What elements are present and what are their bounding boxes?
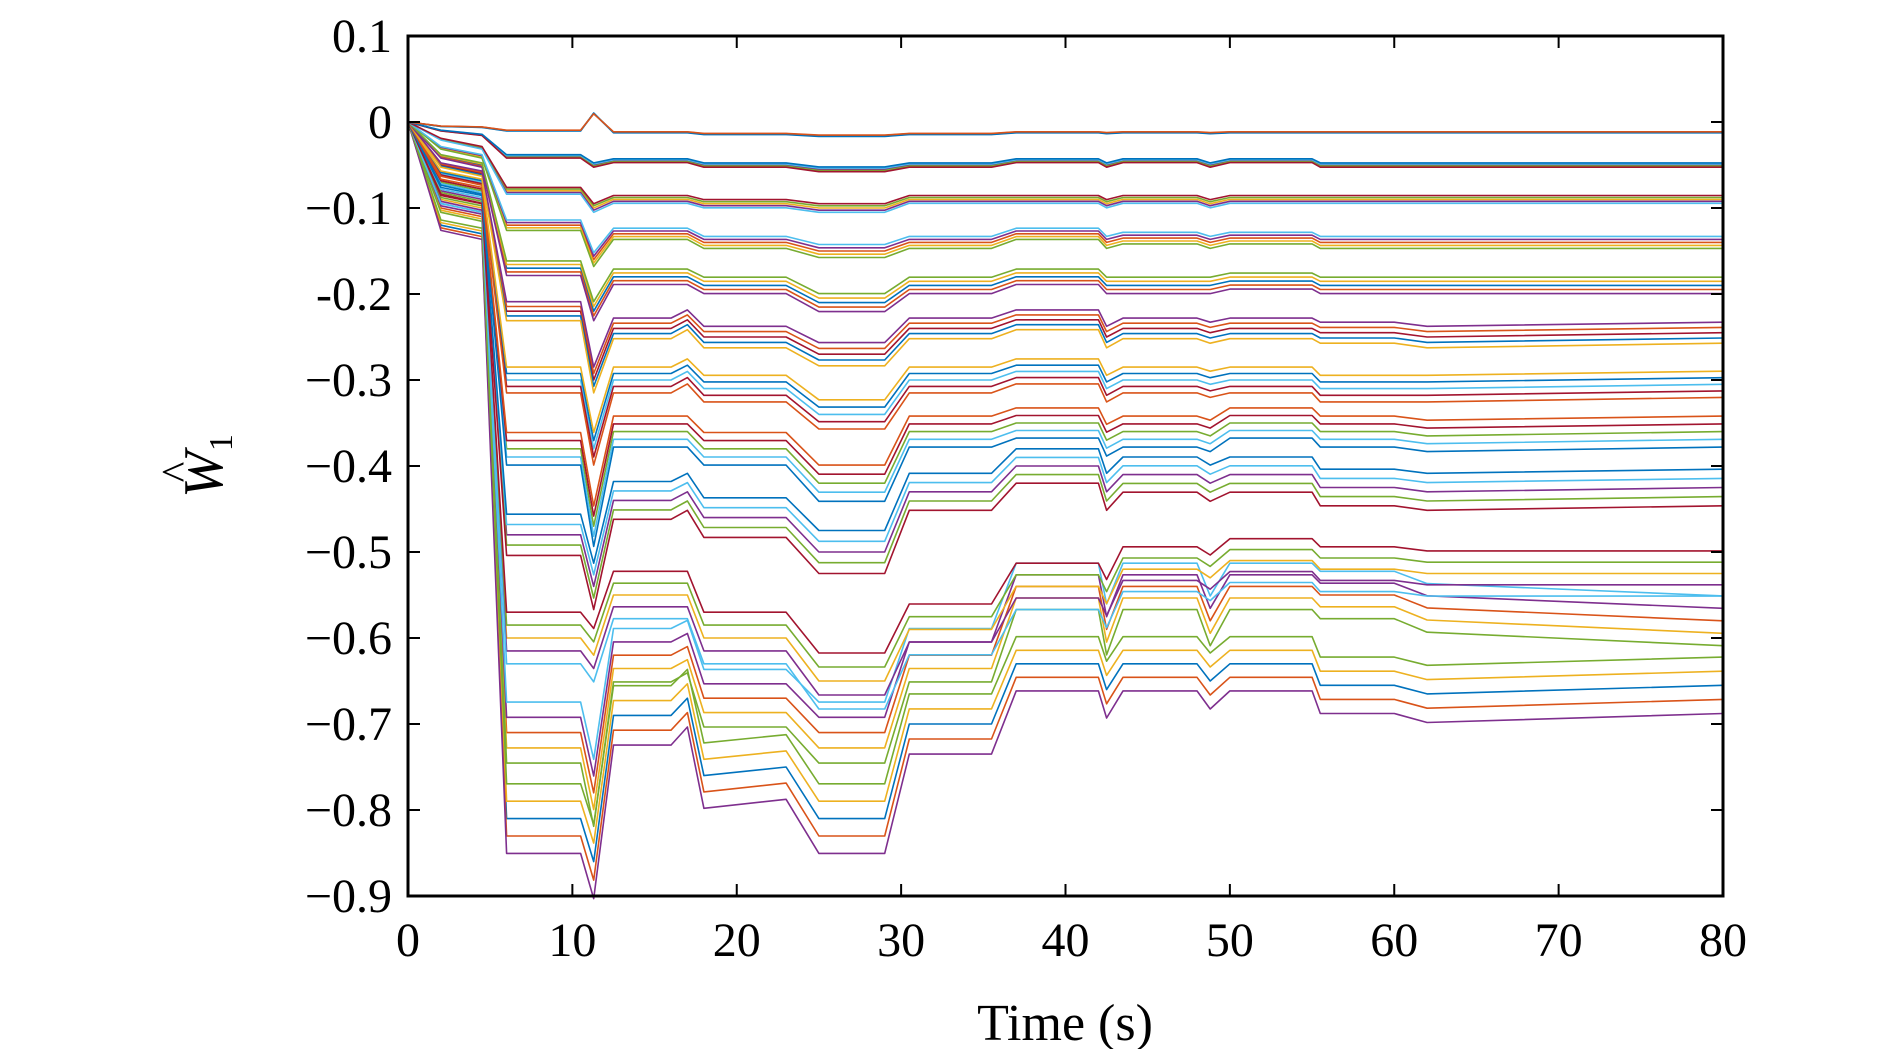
- series-line-5: [407, 121, 1724, 794]
- series-line-11: [407, 121, 1723, 696]
- series-line-33: [407, 121, 1724, 394]
- x-tick-label: 40: [1042, 914, 1090, 967]
- series-line-30: [407, 121, 1724, 381]
- y-axis-label-subscript: 1: [203, 434, 240, 451]
- series-line-48: [407, 121, 1723, 214]
- x-tick-label: 70: [1535, 914, 1583, 967]
- series-line-35: [407, 121, 1723, 312]
- y-tick-label: 0: [368, 96, 392, 149]
- series-line-31: [407, 121, 1724, 388]
- y-tick-label: −0.9: [305, 870, 392, 923]
- series-line-15: [407, 121, 1724, 588]
- series-line-26: [407, 121, 1724, 458]
- y-tick-label: 0.1: [332, 10, 392, 63]
- series-line-22: [407, 121, 1724, 517]
- series-line-29: [407, 121, 1724, 434]
- series-line-27: [407, 121, 1724, 442]
- x-tick-label: 20: [713, 914, 761, 967]
- series-line-7: [407, 121, 1724, 777]
- series-line-13: [407, 121, 1723, 710]
- svg-text:W1: W1: [173, 434, 240, 498]
- series-line-21: [407, 121, 1724, 538]
- series-line-46: [407, 121, 1723, 211]
- series-line-38: [407, 121, 1723, 322]
- series-line-0: [407, 121, 1724, 863]
- y-tick-label: −0.4: [305, 440, 392, 493]
- series-line-54: [407, 121, 1723, 168]
- series-line-14: [407, 121, 1723, 654]
- series-line-8: [407, 121, 1724, 828]
- series-line-53: [407, 121, 1723, 173]
- ticks-layer: 0 10 20 30 40 50 60 70 80 0.1 0 −0.1 -0.2 −0.3 −0.4 −0.…: [305, 10, 1747, 967]
- series-line-12: [407, 121, 1723, 668]
- series-line-2: [407, 121, 1724, 844]
- x-tick-label: 30: [877, 914, 925, 967]
- y-axis-label: W1 ^: [153, 434, 240, 498]
- y-tick-label: −0.5: [305, 526, 392, 579]
- series-line-16: [407, 121, 1724, 599]
- series-line-17: [407, 121, 1724, 576]
- series-line-59: [407, 113, 1723, 136]
- series-line-42: [407, 121, 1723, 257]
- series-line-34: [407, 121, 1724, 368]
- x-tick-label: 80: [1699, 914, 1747, 967]
- series-line-39: [407, 121, 1723, 303]
- series-line-18: [407, 121, 1724, 611]
- y-axis-label-symbol: W: [173, 447, 235, 498]
- series-line-36: [407, 121, 1723, 317]
- y-tick-label: −0.8: [305, 784, 392, 837]
- series-line-1: [407, 121, 1724, 881]
- series-line-24: [407, 121, 1724, 507]
- y-tick-label: −0.1: [305, 182, 392, 235]
- x-tick-label: 10: [548, 914, 596, 967]
- series-line-10: [407, 121, 1723, 682]
- series-line-47: [407, 121, 1723, 207]
- series-line-6: [407, 121, 1724, 811]
- series-layer: [407, 112, 1724, 900]
- series-line-44: [407, 121, 1723, 254]
- series-line-41: [407, 121, 1723, 264]
- series-line-50: [407, 121, 1723, 171]
- y-tick-label: -0.2: [316, 268, 392, 321]
- series-line-28: [407, 121, 1724, 466]
- series-line-9: [407, 121, 1724, 761]
- series-line-4: [407, 121, 1724, 826]
- y-tick-label: −0.3: [305, 354, 392, 407]
- series-line-43: [407, 121, 1723, 268]
- x-axis-label: Time (s): [977, 995, 1153, 1049]
- y-tick-label: −0.7: [305, 698, 392, 751]
- x-tick-label: 50: [1206, 914, 1254, 967]
- series-line-49: [407, 121, 1723, 205]
- series-line-40: [407, 121, 1723, 261]
- x-tick-label: 60: [1370, 914, 1418, 967]
- series-line-19: [407, 121, 1724, 564]
- series-line-20: [407, 121, 1724, 527]
- series-line-37: [407, 121, 1723, 308]
- y-tick-label: −0.6: [305, 612, 392, 665]
- series-line-25: [407, 121, 1724, 450]
- series-line-32: [407, 121, 1724, 375]
- y-axis-label-accent: ^: [153, 461, 202, 482]
- x-tick-label: 0: [396, 914, 420, 967]
- series-line-3: [407, 121, 1724, 900]
- series-line-45: [407, 121, 1723, 209]
- series-line-23: [407, 121, 1724, 548]
